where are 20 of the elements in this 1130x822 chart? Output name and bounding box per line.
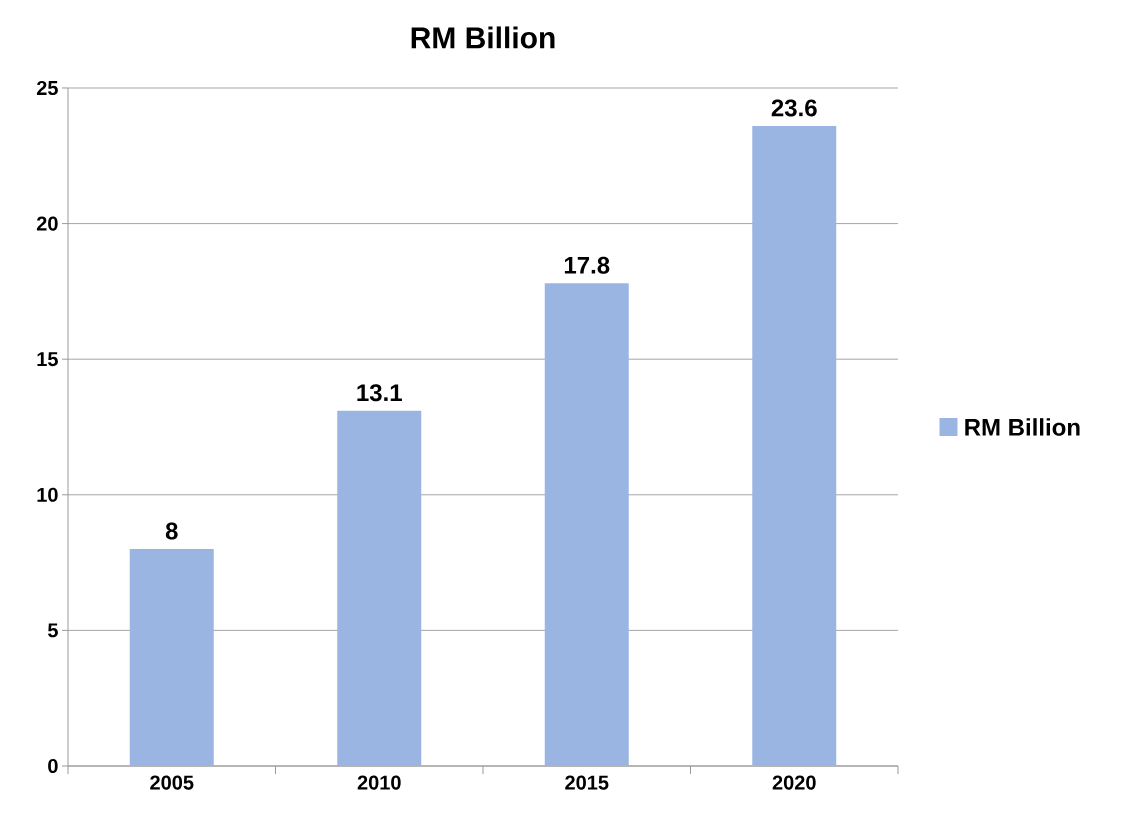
data-label: 13.1: [357, 384, 402, 402]
y-tick-label: 0: [48, 758, 58, 774]
x-tick-label: 2015: [565, 775, 609, 790]
x-tick-label: 2020: [772, 775, 816, 790]
x-tick-label: 2010: [357, 775, 401, 790]
bar: [129, 549, 214, 766]
bar: [544, 283, 629, 766]
y-tick-label: 25: [36, 80, 58, 96]
chart-title: RM Billion: [411, 26, 555, 49]
x-tick-label: 2005: [150, 775, 194, 790]
bar: [337, 410, 422, 766]
y-tick-label: 20: [36, 216, 58, 231]
data-label: 17.8: [564, 256, 610, 274]
data-label: 23.6: [771, 99, 817, 117]
bar: [752, 125, 837, 766]
y-tick-label: 5: [47, 623, 58, 638]
legend-label: RM Billion: [965, 418, 1080, 436]
data-label: 8: [165, 522, 178, 540]
y-tick-label: 10: [37, 487, 58, 502]
y-tick-label: 15: [37, 352, 58, 367]
